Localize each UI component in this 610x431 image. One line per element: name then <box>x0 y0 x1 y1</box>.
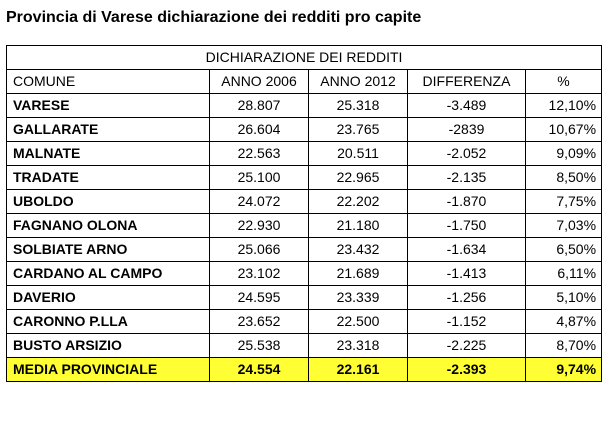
cell-comune: DAVERIO <box>6 285 210 310</box>
cell-percent: 8,70% <box>524 333 603 358</box>
table-row: GALLARATE 26.604 23.765 -2839 10,67% <box>6 117 603 142</box>
table-row: SOLBIATE ARNO 25.066 23.432 -1.634 6,50% <box>6 237 603 262</box>
cell-anno-2012: 20.511 <box>308 141 408 166</box>
cell-differenza: -1.256 <box>407 285 526 310</box>
cell-comune: SOLBIATE ARNO <box>6 237 210 262</box>
cell-comune: FAGNANO OLONA <box>6 213 210 238</box>
income-table: DICHIARAZIONE DEI REDDITI COMUNE ANNO 20… <box>5 45 603 382</box>
average-differenza: -2.393 <box>407 357 526 382</box>
table-row: FAGNANO OLONA 22.930 21.180 -1.750 7,03% <box>6 213 603 238</box>
cell-anno-2012: 21.689 <box>308 261 408 286</box>
cell-differenza: -3.489 <box>407 93 526 118</box>
cell-comune: UBOLDO <box>6 189 210 214</box>
table-row: UBOLDO 24.072 22.202 -1.870 7,75% <box>6 189 603 214</box>
cell-percent: 7,03% <box>524 213 603 238</box>
table-row: BUSTO ARSIZIO 25.538 23.318 -2.225 8,70% <box>6 333 603 358</box>
header-anno-2006: ANNO 2006 <box>209 69 309 94</box>
cell-comune: CARONNO P.LLA <box>6 309 210 334</box>
cell-percent: 10,67% <box>524 117 603 142</box>
cell-anno-2012: 21.180 <box>308 213 408 238</box>
cell-anno-2006: 28.807 <box>209 93 309 118</box>
cell-anno-2012: 22.202 <box>308 189 408 214</box>
table-caption: DICHIARAZIONE DEI REDDITI <box>5 45 603 70</box>
cell-anno-2006: 26.604 <box>209 117 309 142</box>
header-differenza: DIFFERENZA <box>407 69 526 94</box>
header-comune: COMUNE <box>6 69 210 94</box>
cell-comune: BUSTO ARSIZIO <box>6 333 210 358</box>
cell-comune: CARDANO AL CAMPO <box>6 261 210 286</box>
cell-anno-2012: 22.500 <box>308 309 408 334</box>
cell-comune: TRADATE <box>6 165 210 190</box>
cell-percent: 5,10% <box>524 285 603 310</box>
table-row: CARDANO AL CAMPO 23.102 21.689 -1.413 6,11% <box>6 261 603 286</box>
cell-anno-2006: 25.066 <box>209 237 309 262</box>
page-title: Provincia di Varese dichiarazione dei re… <box>6 9 422 26</box>
average-anno-2012: 22.161 <box>308 357 408 382</box>
cell-anno-2012: 23.765 <box>308 117 408 142</box>
cell-percent: 6,50% <box>524 237 603 262</box>
table-row: VARESE 28.807 25.318 -3.489 12,10% <box>6 93 603 118</box>
cell-differenza: -2.052 <box>407 141 526 166</box>
table-row: TRADATE 25.100 22.965 -2.135 8,50% <box>6 165 603 190</box>
table-caption-row: DICHIARAZIONE DEI REDDITI <box>5 45 603 70</box>
table-row: MALNATE 22.563 20.511 -2.052 9,09% <box>6 141 603 166</box>
table-row: DAVERIO 24.595 23.339 -1.256 5,10% <box>6 285 603 310</box>
cell-percent: 6,11% <box>524 261 603 286</box>
header-anno-2012: ANNO 2012 <box>308 69 408 94</box>
cell-differenza: -2.225 <box>407 333 526 358</box>
cell-anno-2006: 24.595 <box>209 285 309 310</box>
cell-percent: 7,75% <box>524 189 603 214</box>
cell-comune: VARESE <box>6 93 210 118</box>
cell-anno-2012: 23.318 <box>308 333 408 358</box>
cell-differenza: -1.870 <box>407 189 526 214</box>
average-percent: 9,74% <box>524 357 603 382</box>
cell-anno-2006: 25.538 <box>209 333 309 358</box>
cell-anno-2006: 25.100 <box>209 165 309 190</box>
cell-comune: MALNATE <box>6 141 210 166</box>
cell-anno-2012: 23.432 <box>308 237 408 262</box>
cell-differenza: -2839 <box>407 117 526 142</box>
table-header-row: COMUNE ANNO 2006 ANNO 2012 DIFFERENZA % <box>6 69 603 94</box>
cell-percent: 4,87% <box>524 309 603 334</box>
cell-anno-2006: 22.930 <box>209 213 309 238</box>
cell-comune: GALLARATE <box>6 117 210 142</box>
cell-anno-2006: 22.563 <box>209 141 309 166</box>
cell-differenza: -1.152 <box>407 309 526 334</box>
cell-anno-2012: 23.339 <box>308 285 408 310</box>
cell-percent: 8,50% <box>524 165 603 190</box>
average-anno-2006: 24.554 <box>209 357 309 382</box>
cell-differenza: -1.634 <box>407 237 526 262</box>
cell-anno-2006: 24.072 <box>209 189 309 214</box>
average-row: MEDIA PROVINCIALE 24.554 22.161 -2.393 9… <box>6 357 603 382</box>
cell-percent: 9,09% <box>524 141 603 166</box>
cell-differenza: -1.413 <box>407 261 526 286</box>
cell-anno-2012: 22.965 <box>308 165 408 190</box>
header-percent: % <box>524 69 603 94</box>
cell-differenza: -2.135 <box>407 165 526 190</box>
cell-anno-2006: 23.652 <box>209 309 309 334</box>
cell-anno-2006: 23.102 <box>209 261 309 286</box>
average-comune: MEDIA PROVINCIALE <box>6 357 210 382</box>
cell-differenza: -1.750 <box>407 213 526 238</box>
cell-percent: 12,10% <box>524 93 603 118</box>
table-row: CARONNO P.LLA 23.652 22.500 -1.152 4,87% <box>6 309 603 334</box>
cell-anno-2012: 25.318 <box>308 93 408 118</box>
